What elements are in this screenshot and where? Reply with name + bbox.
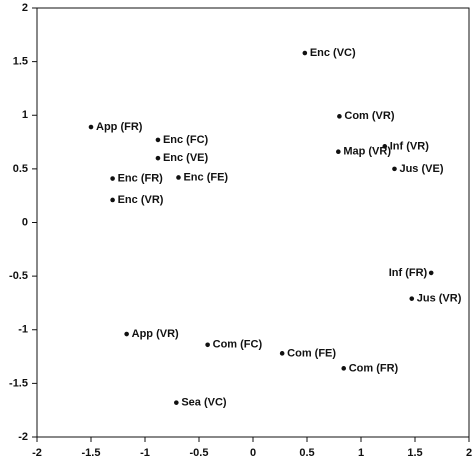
point-label: Com (VR) [344, 110, 394, 122]
point-label: App (VR) [132, 328, 179, 340]
point-label: Enc (FR) [118, 172, 164, 184]
y-tick-label: -1.5 [9, 377, 28, 389]
point-label: Map (VR) [343, 146, 391, 158]
x-tick-label: 1 [358, 447, 364, 459]
point-label: Inf (VR) [390, 140, 429, 152]
point-label: Sea (VC) [181, 397, 227, 409]
point-label: Com (FE) [287, 347, 336, 359]
x-tick-label: -2 [32, 447, 42, 459]
point [124, 331, 129, 337]
x-tick-label: 2 [466, 447, 472, 459]
point-label: Jus (VR) [417, 293, 462, 305]
point [341, 366, 347, 371]
point [174, 400, 179, 405]
point [176, 175, 181, 180]
point [336, 149, 341, 155]
point-label: Enc (VR) [118, 194, 164, 206]
point-label: Enc (FC) [163, 134, 209, 146]
point [88, 124, 94, 130]
y-tick-label: -2 [18, 431, 28, 443]
y-tick-label: 1 [22, 109, 28, 121]
point [155, 137, 161, 143]
point [428, 270, 434, 276]
point-label: Jus (VE) [399, 163, 443, 175]
x-tick-label: -1.5 [82, 447, 101, 459]
point-label: Enc (FE) [183, 171, 228, 183]
y-tick-label: 2 [22, 2, 28, 14]
y-tick-label: -0.5 [9, 270, 28, 282]
point [110, 197, 115, 203]
point [302, 50, 308, 56]
point [155, 155, 161, 161]
point-label: Com (FC) [213, 339, 263, 351]
x-tick-label: -0.5 [190, 447, 209, 459]
point [382, 144, 388, 149]
point [205, 342, 210, 348]
point [409, 296, 415, 301]
x-tick-label: -1 [140, 447, 150, 459]
point-label: Com (FR) [349, 362, 399, 374]
y-tick-label: 0 [22, 216, 28, 228]
x-tick-label: 0.5 [299, 447, 314, 459]
point-label: Enc (VC) [310, 47, 356, 59]
point [279, 351, 285, 356]
point [110, 176, 115, 181]
plot-frame [36, 7, 470, 438]
point-label: Inf (FR) [389, 267, 428, 279]
point-label: App (FR) [96, 121, 143, 133]
y-tick-label: 1.5 [13, 56, 28, 68]
x-tick-label: 1.5 [407, 447, 422, 459]
y-tick-label: -1 [18, 324, 28, 336]
point-label: Enc (VE) [163, 152, 209, 164]
point [392, 166, 397, 172]
y-tick-label: 0.5 [13, 163, 28, 175]
x-tick-label: 0 [250, 447, 256, 459]
point [337, 114, 342, 119]
